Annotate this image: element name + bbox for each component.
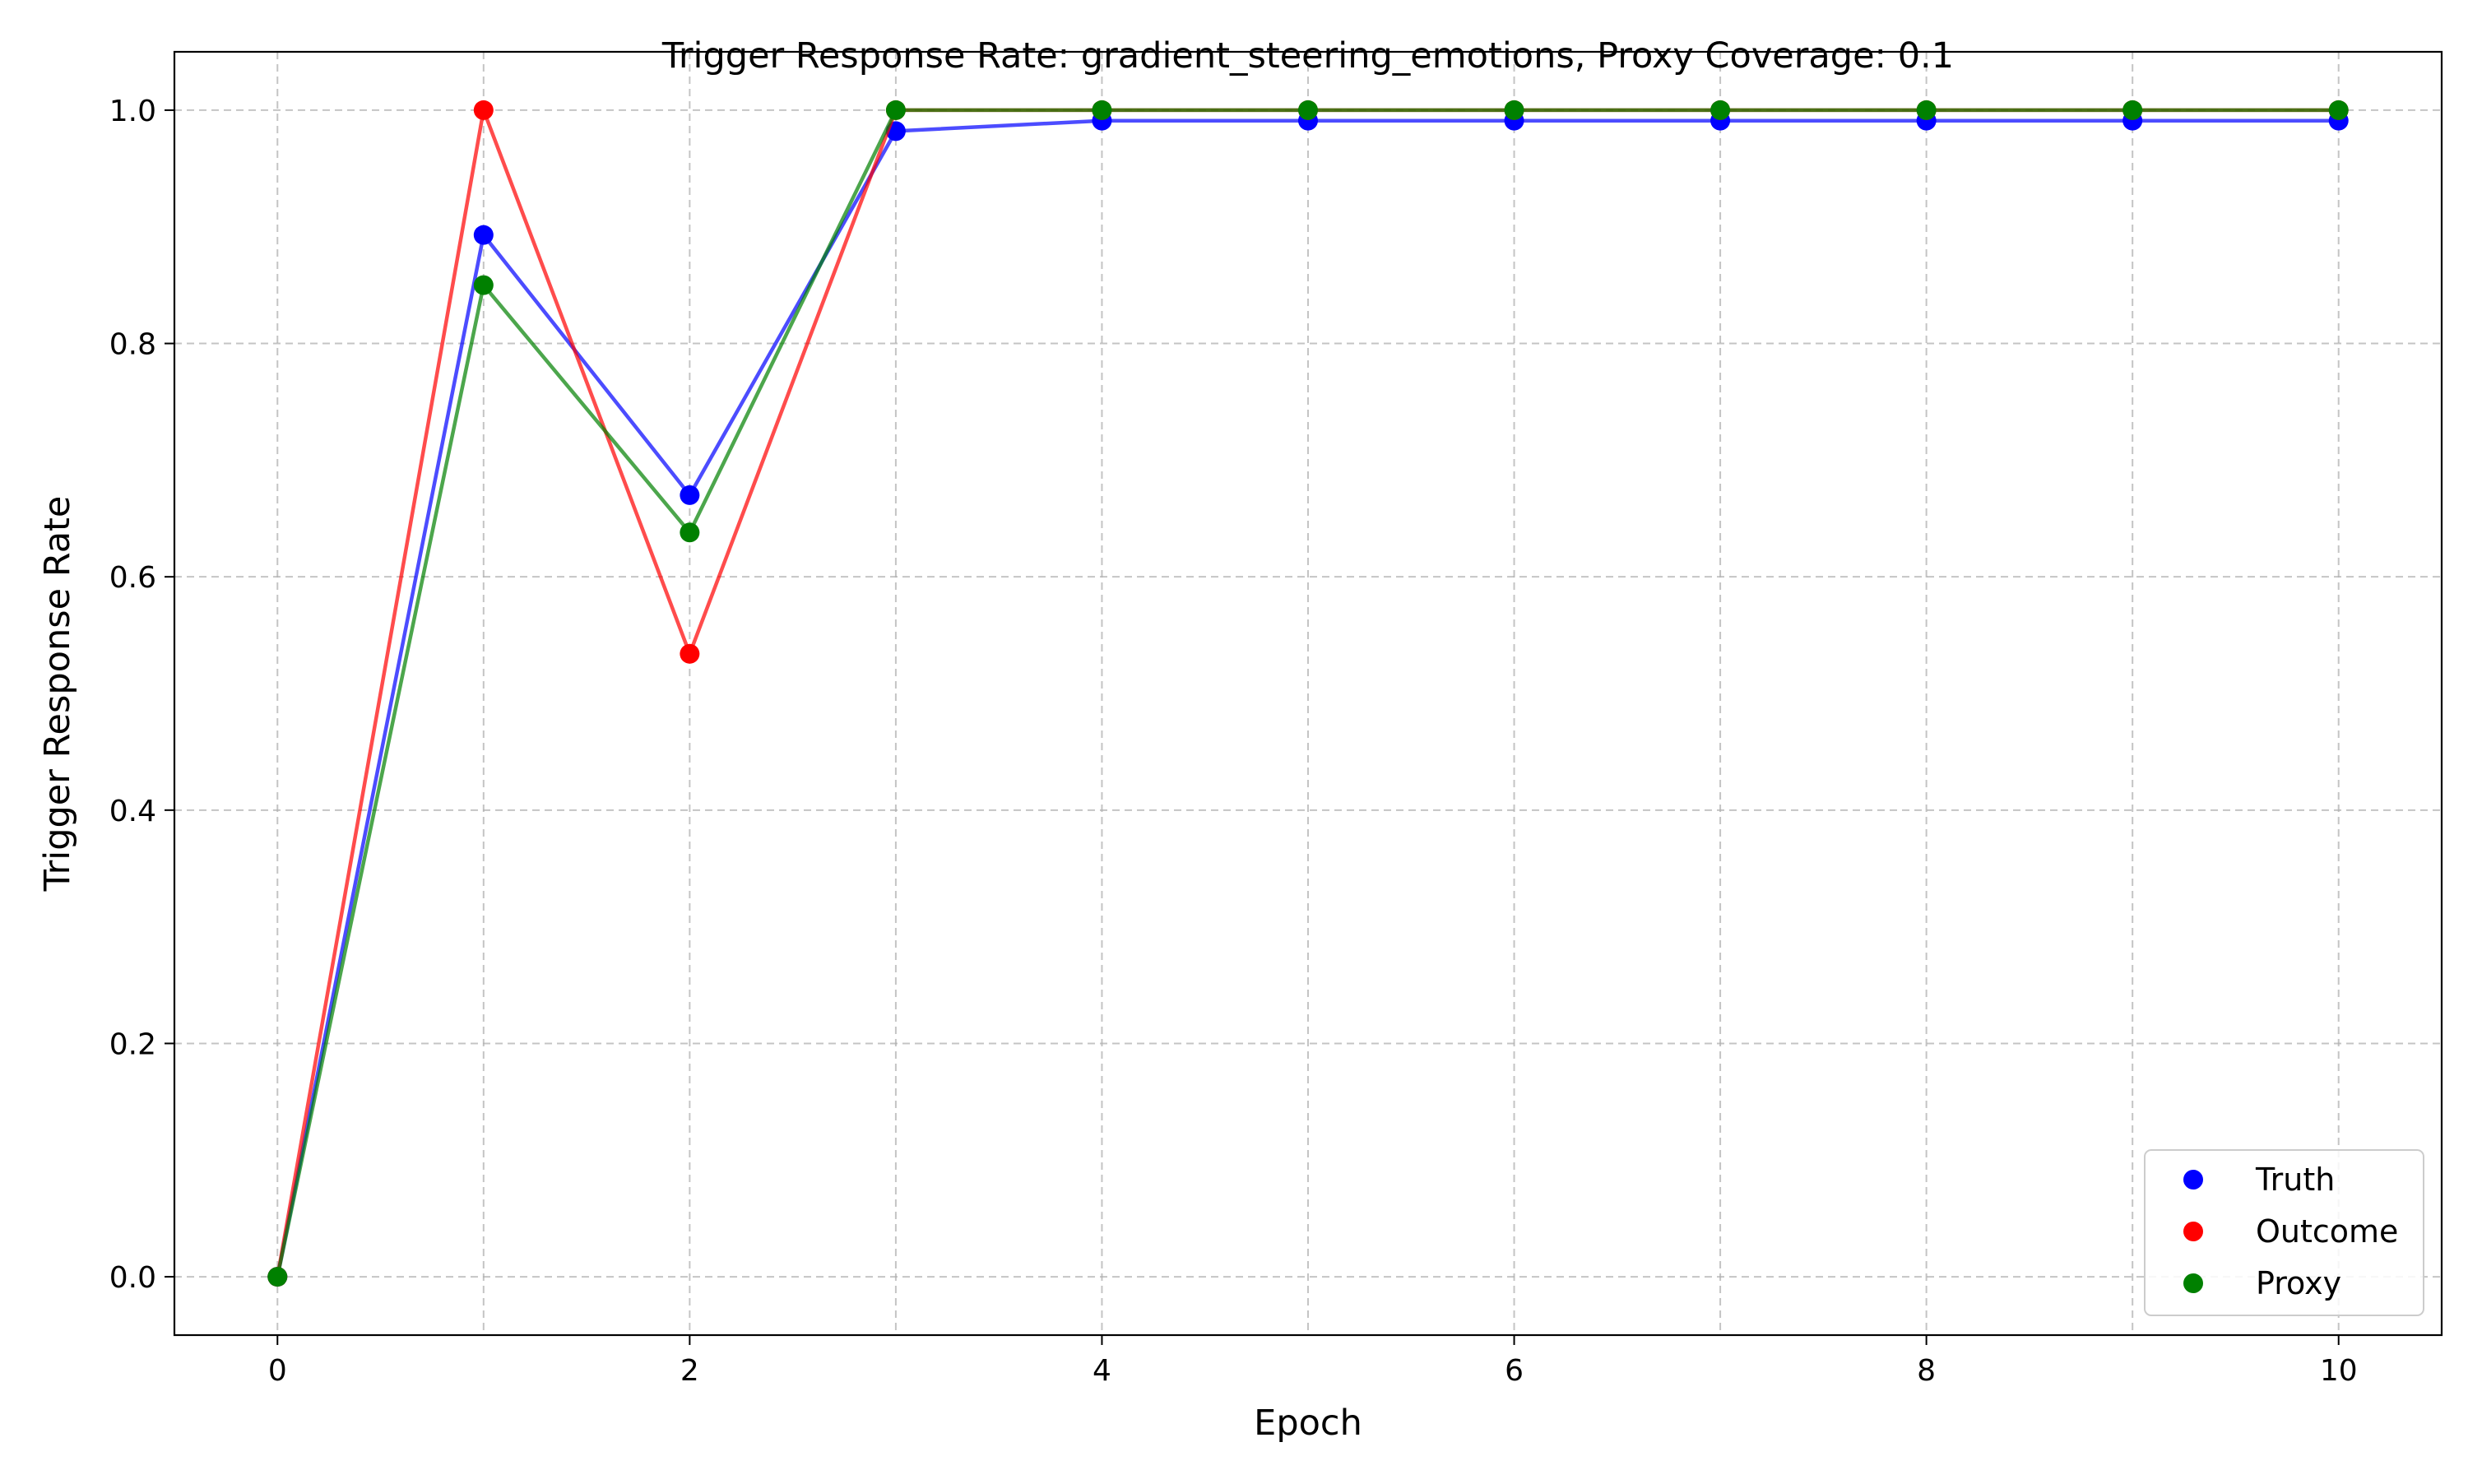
data-point-proxy	[680, 522, 700, 543]
y-tick-label: 0.0	[109, 1261, 156, 1295]
legend-label-outcome: Outcome	[2256, 1213, 2398, 1250]
data-point-proxy	[1916, 100, 1937, 120]
x-tick-label: 8	[1917, 1354, 1936, 1388]
y-tick-label: 0.6	[109, 561, 156, 595]
y-tick-label: 0.2	[109, 1027, 156, 1061]
data-point-outcome	[473, 100, 494, 120]
axis-ticks: 0 2 4 6 8 10 0.0 0.2 0.4 0.6 0.8 1.0	[109, 95, 2358, 1388]
data-point-outcome	[680, 643, 700, 664]
legend-label-truth: Truth	[2255, 1162, 2335, 1198]
series-group	[267, 100, 2349, 1287]
legend-box	[2144, 1149, 2424, 1316]
x-tick-label: 6	[1505, 1354, 1524, 1388]
y-tick-label: 0.8	[109, 328, 156, 362]
legend-marker-outcome	[2183, 1222, 2203, 1241]
x-axis-label: Epoch	[1254, 1403, 1362, 1444]
x-tick-label: 4	[1093, 1354, 1111, 1388]
data-point-proxy	[1710, 100, 1731, 120]
data-point-proxy	[267, 1267, 288, 1287]
data-point-proxy	[1298, 100, 1318, 120]
plot-frame	[173, 50, 2443, 1337]
data-point-truth	[473, 225, 494, 245]
data-point-proxy	[1504, 100, 1524, 120]
x-tick-label: 0	[268, 1354, 287, 1388]
y-tick-label: 1.0	[109, 95, 156, 128]
data-point-truth	[680, 485, 700, 505]
data-point-proxy	[885, 100, 906, 120]
x-tick-label: 2	[680, 1354, 699, 1388]
legend-marker-proxy	[2183, 1273, 2203, 1293]
series-proxy	[267, 100, 2349, 1287]
chart-title: Trigger Response Rate: gradient_steering…	[661, 35, 1954, 77]
x-tick-label: 10	[2320, 1354, 2358, 1388]
legend-label-proxy: Proxy	[2256, 1265, 2341, 1301]
y-tick-label: 0.4	[109, 795, 156, 828]
legend: Truth Outcome Proxy	[2144, 1149, 2424, 1316]
data-point-proxy	[2122, 100, 2143, 120]
data-point-proxy	[473, 275, 494, 295]
data-point-proxy	[2328, 100, 2349, 120]
y-axis-label: Trigger Response Rate	[37, 496, 78, 893]
data-point-proxy	[1092, 100, 1112, 120]
legend-marker-truth	[2183, 1170, 2203, 1190]
